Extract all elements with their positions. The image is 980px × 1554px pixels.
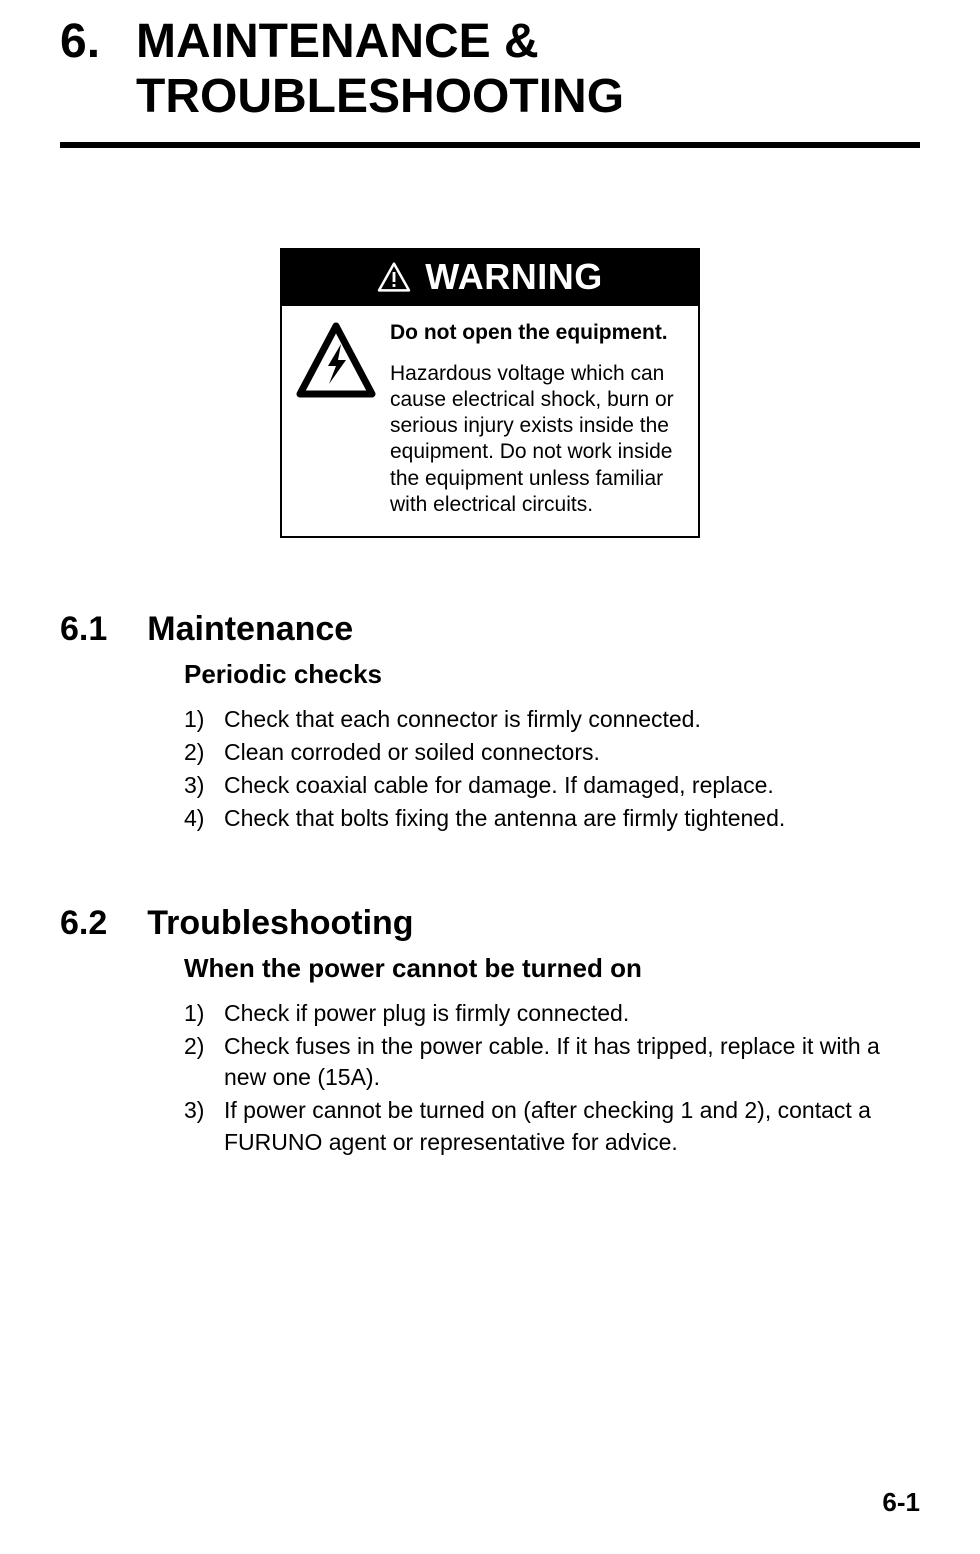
list-item: 2) Check fuses in the power cable. If it… (184, 1031, 920, 1093)
periodic-checks-list: 1) Check that each connector is firmly c… (184, 704, 920, 834)
section-number: 6.1 (60, 610, 107, 649)
chapter-heading: 6. MAINTENANCE & TROUBLESHOOTING (60, 14, 920, 124)
list-text: Clean corroded or soiled connectors. (224, 737, 920, 768)
list-text: Check coaxial cable for damage. If damag… (224, 770, 920, 801)
chapter-title-line2: TROUBLESHOOTING (136, 69, 624, 124)
list-item: 2) Clean corroded or soiled connectors. (184, 737, 920, 768)
warning-body: Do not open the equipment. Hazardous vol… (282, 306, 698, 536)
section-title: Maintenance (147, 610, 353, 649)
list-text: Check if power plug is firmly connected. (224, 998, 920, 1029)
list-text: Check fuses in the power cable. If it ha… (224, 1031, 920, 1093)
list-marker: 2) (184, 737, 214, 768)
troubleshooting-list: 1) Check if power plug is firmly connect… (184, 998, 920, 1157)
list-marker: 2) (184, 1031, 214, 1093)
chapter-number: 6. (60, 14, 100, 69)
subsection-title: Periodic checks (184, 659, 920, 690)
list-marker: 1) (184, 998, 214, 1029)
warning-triangle-icon (377, 262, 411, 292)
chapter-title-line1: MAINTENANCE & (136, 14, 624, 69)
section-6-1-heading: 6.1 Maintenance (60, 610, 920, 649)
section-number: 6.2 (60, 904, 107, 943)
warning-heading: Do not open the equipment. (390, 320, 686, 346)
electrical-hazard-icon (296, 322, 376, 402)
list-marker: 3) (184, 770, 214, 801)
section-title: Troubleshooting (147, 904, 413, 943)
subsection-title: When the power cannot be turned on (184, 953, 920, 984)
list-item: 1) Check that each connector is firmly c… (184, 704, 920, 735)
chapter-rule (60, 142, 920, 148)
warning-header: WARNING (282, 250, 698, 306)
warning-label: WARNING (425, 256, 603, 298)
page-number: 6-1 (882, 1487, 920, 1518)
list-item: 1) Check if power plug is firmly connect… (184, 998, 920, 1029)
list-text: If power cannot be turned on (after chec… (224, 1095, 920, 1157)
section-6-2-heading: 6.2 Troubleshooting (60, 904, 920, 943)
list-text: Check that bolts fixing the antenna are … (224, 803, 920, 834)
list-item: 3) If power cannot be turned on (after c… (184, 1095, 920, 1157)
warning-text: Hazardous voltage which can cause electr… (390, 361, 686, 519)
list-item: 4) Check that bolts fixing the antenna a… (184, 803, 920, 834)
list-marker: 3) (184, 1095, 214, 1157)
list-text: Check that each connector is firmly conn… (224, 704, 920, 735)
list-item: 3) Check coaxial cable for damage. If da… (184, 770, 920, 801)
list-marker: 1) (184, 704, 214, 735)
list-marker: 4) (184, 803, 214, 834)
warning-box: WARNING Do not open the equipment. Hazar… (280, 248, 700, 538)
